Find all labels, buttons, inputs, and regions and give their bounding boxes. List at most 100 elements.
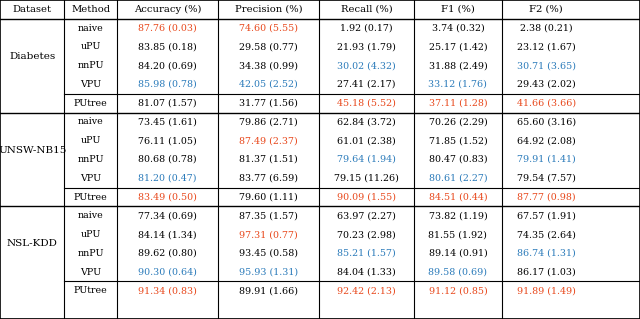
Text: 91.89 (1.49): 91.89 (1.49) <box>517 286 575 295</box>
Text: 79.64 (1.94): 79.64 (1.94) <box>337 155 396 164</box>
Text: 95.93 (1.31): 95.93 (1.31) <box>239 268 298 277</box>
Text: 34.38 (0.99): 34.38 (0.99) <box>239 61 298 70</box>
Text: 89.14 (0.91): 89.14 (0.91) <box>429 249 487 258</box>
Text: 63.97 (2.27): 63.97 (2.27) <box>337 211 396 220</box>
Text: uPU: uPU <box>81 42 100 51</box>
Text: 21.93 (1.79): 21.93 (1.79) <box>337 42 396 51</box>
Text: 87.76 (0.03): 87.76 (0.03) <box>138 24 196 33</box>
Text: 97.31 (0.77): 97.31 (0.77) <box>239 230 298 239</box>
Text: naive: naive <box>77 117 104 126</box>
Text: 29.43 (2.02): 29.43 (2.02) <box>517 80 575 89</box>
Text: 81.07 (1.57): 81.07 (1.57) <box>138 99 196 108</box>
Text: 70.23 (2.98): 70.23 (2.98) <box>337 230 396 239</box>
Text: 74.60 (5.55): 74.60 (5.55) <box>239 24 298 33</box>
Text: 87.35 (1.57): 87.35 (1.57) <box>239 211 298 220</box>
Text: 37.11 (1.28): 37.11 (1.28) <box>429 99 487 108</box>
Text: 23.12 (1.67): 23.12 (1.67) <box>517 42 575 51</box>
Text: 3.74 (0.32): 3.74 (0.32) <box>431 24 484 33</box>
Text: 79.91 (1.41): 79.91 (1.41) <box>517 155 575 164</box>
Text: nnPU: nnPU <box>77 249 104 258</box>
Text: PUtree: PUtree <box>74 193 108 202</box>
Text: 33.12 (1.76): 33.12 (1.76) <box>429 80 487 89</box>
Text: nnPU: nnPU <box>77 61 104 70</box>
Text: 92.42 (2.13): 92.42 (2.13) <box>337 286 396 295</box>
Text: VPU: VPU <box>80 80 101 89</box>
Text: 83.85 (0.18): 83.85 (0.18) <box>138 42 196 51</box>
Text: F2 (%): F2 (%) <box>529 5 563 14</box>
Text: 85.21 (1.57): 85.21 (1.57) <box>337 249 396 258</box>
Text: 83.49 (0.50): 83.49 (0.50) <box>138 193 196 202</box>
Text: 81.55 (1.92): 81.55 (1.92) <box>429 230 487 239</box>
Text: 31.88 (2.49): 31.88 (2.49) <box>429 61 487 70</box>
Text: Dataset: Dataset <box>13 5 52 14</box>
Text: 62.84 (3.72): 62.84 (3.72) <box>337 117 396 126</box>
Text: 30.02 (4.32): 30.02 (4.32) <box>337 61 396 70</box>
Text: 27.41 (2.17): 27.41 (2.17) <box>337 80 396 89</box>
Text: 87.49 (2.37): 87.49 (2.37) <box>239 136 298 145</box>
Text: 83.77 (6.59): 83.77 (6.59) <box>239 174 298 183</box>
Text: Recall (%): Recall (%) <box>340 5 392 14</box>
Text: 79.60 (1.11): 79.60 (1.11) <box>239 193 298 202</box>
Text: 76.11 (1.05): 76.11 (1.05) <box>138 136 196 145</box>
Text: 91.34 (0.83): 91.34 (0.83) <box>138 286 196 295</box>
Text: 90.30 (0.64): 90.30 (0.64) <box>138 268 196 277</box>
Text: 73.82 (1.19): 73.82 (1.19) <box>429 211 487 220</box>
Text: 74.35 (2.64): 74.35 (2.64) <box>517 230 575 239</box>
Text: 89.62 (0.80): 89.62 (0.80) <box>138 249 196 258</box>
Text: 81.37 (1.51): 81.37 (1.51) <box>239 155 298 164</box>
Text: 42.05 (2.52): 42.05 (2.52) <box>239 80 298 89</box>
Text: UNSW-NB15: UNSW-NB15 <box>0 145 67 155</box>
Text: 65.60 (3.16): 65.60 (3.16) <box>516 117 576 126</box>
Text: 25.17 (1.42): 25.17 (1.42) <box>429 42 487 51</box>
Text: 41.66 (3.66): 41.66 (3.66) <box>516 99 576 108</box>
Text: 79.15 (11.26): 79.15 (11.26) <box>334 174 399 183</box>
Text: 64.92 (2.08): 64.92 (2.08) <box>517 136 575 145</box>
Text: 85.98 (0.78): 85.98 (0.78) <box>138 80 196 89</box>
Text: Precision (%): Precision (%) <box>235 5 302 14</box>
Text: PUtree: PUtree <box>74 286 108 295</box>
Text: 61.01 (2.38): 61.01 (2.38) <box>337 136 396 145</box>
Text: VPU: VPU <box>80 268 101 277</box>
Text: F1 (%): F1 (%) <box>441 5 475 14</box>
Text: 84.51 (0.44): 84.51 (0.44) <box>429 193 487 202</box>
Text: nnPU: nnPU <box>77 155 104 164</box>
Text: 79.86 (2.71): 79.86 (2.71) <box>239 117 298 126</box>
Text: 84.14 (1.34): 84.14 (1.34) <box>138 230 196 239</box>
Text: 70.26 (2.29): 70.26 (2.29) <box>429 117 487 126</box>
Text: 67.57 (1.91): 67.57 (1.91) <box>517 211 575 220</box>
Text: 84.20 (0.69): 84.20 (0.69) <box>138 61 196 70</box>
Text: Method: Method <box>71 5 110 14</box>
Text: 80.47 (0.83): 80.47 (0.83) <box>429 155 487 164</box>
Text: VPU: VPU <box>80 174 101 183</box>
Text: 31.77 (1.56): 31.77 (1.56) <box>239 99 298 108</box>
Text: 29.58 (0.77): 29.58 (0.77) <box>239 42 298 51</box>
Text: 84.04 (1.33): 84.04 (1.33) <box>337 268 396 277</box>
Text: 87.77 (0.98): 87.77 (0.98) <box>517 193 575 202</box>
Text: 71.85 (1.52): 71.85 (1.52) <box>429 136 487 145</box>
Text: 90.09 (1.55): 90.09 (1.55) <box>337 193 396 202</box>
Text: NSL-KDD: NSL-KDD <box>7 240 58 249</box>
Text: 91.12 (0.85): 91.12 (0.85) <box>429 286 487 295</box>
Text: 80.68 (0.78): 80.68 (0.78) <box>138 155 196 164</box>
Text: 81.20 (0.47): 81.20 (0.47) <box>138 174 196 183</box>
Text: 73.45 (1.61): 73.45 (1.61) <box>138 117 196 126</box>
Text: 45.18 (5.52): 45.18 (5.52) <box>337 99 396 108</box>
Text: 89.58 (0.69): 89.58 (0.69) <box>428 268 488 277</box>
Text: 30.71 (3.65): 30.71 (3.65) <box>516 61 576 70</box>
Text: 80.61 (2.27): 80.61 (2.27) <box>429 174 487 183</box>
Text: Diabetes: Diabetes <box>9 52 55 61</box>
Text: naive: naive <box>77 211 104 220</box>
Text: 86.17 (1.03): 86.17 (1.03) <box>517 268 575 277</box>
Text: 77.34 (0.69): 77.34 (0.69) <box>138 211 196 220</box>
Text: 89.91 (1.66): 89.91 (1.66) <box>239 286 298 295</box>
Text: 79.54 (7.57): 79.54 (7.57) <box>517 174 575 183</box>
Text: 93.45 (0.58): 93.45 (0.58) <box>239 249 298 258</box>
Text: Accuracy (%): Accuracy (%) <box>134 5 201 14</box>
Text: 1.92 (0.17): 1.92 (0.17) <box>340 24 393 33</box>
Text: 2.38 (0.21): 2.38 (0.21) <box>520 24 573 33</box>
Text: PUtree: PUtree <box>74 99 108 108</box>
Text: 86.74 (1.31): 86.74 (1.31) <box>517 249 575 258</box>
Text: uPU: uPU <box>81 230 100 239</box>
Text: uPU: uPU <box>81 136 100 145</box>
Text: naive: naive <box>77 24 104 33</box>
